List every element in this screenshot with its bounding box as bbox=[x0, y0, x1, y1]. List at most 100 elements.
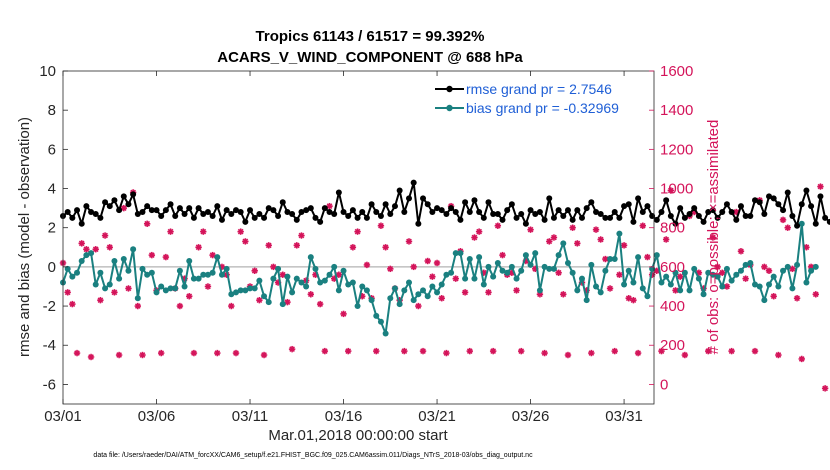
obs-count-point bbox=[260, 351, 268, 359]
obs-count-stroke bbox=[593, 226, 599, 233]
obs-count-point bbox=[803, 244, 810, 251]
obs-count-point bbox=[232, 349, 240, 357]
y-tick-label-right: 400 bbox=[660, 298, 685, 315]
rmse-point bbox=[284, 209, 291, 216]
obs-count-point bbox=[69, 300, 76, 308]
obs-count-point bbox=[709, 234, 717, 241]
rmse-point bbox=[321, 205, 328, 212]
obs-count-stroke bbox=[434, 260, 440, 266]
rmse-point bbox=[480, 214, 487, 221]
obs-count-point bbox=[527, 226, 534, 233]
obs-count-point bbox=[569, 224, 576, 231]
rmse-point bbox=[298, 209, 305, 216]
bias-point bbox=[803, 279, 810, 286]
obs-count-point bbox=[87, 353, 95, 361]
obs-count-point bbox=[513, 287, 520, 294]
obs-count-stroke bbox=[261, 352, 267, 358]
bias-point bbox=[251, 285, 258, 292]
rmse-point bbox=[457, 216, 464, 223]
rmse-point bbox=[261, 214, 268, 221]
obs-count-point bbox=[419, 347, 427, 355]
rmse-point bbox=[822, 214, 829, 221]
obs-count-stroke bbox=[279, 271, 286, 278]
obs-count-stroke bbox=[546, 238, 553, 245]
bias-point bbox=[560, 240, 567, 247]
bias-point bbox=[64, 265, 71, 272]
data-file-footer: data file: /Users/raeder/DAI/ATM_forcXX/… bbox=[93, 452, 533, 459]
obs-count-stroke bbox=[78, 240, 85, 247]
bias-point bbox=[443, 271, 450, 278]
obs-count-point bbox=[719, 269, 726, 276]
obs-count-stroke bbox=[88, 354, 94, 360]
obs-count-point bbox=[560, 291, 567, 298]
obs-count-point bbox=[401, 347, 408, 355]
rmse-point bbox=[621, 203, 628, 210]
bias-point bbox=[78, 258, 85, 265]
rmse-point bbox=[607, 214, 614, 221]
bias-point bbox=[695, 275, 702, 282]
obs-count-point bbox=[728, 347, 735, 355]
obs-count-stroke bbox=[382, 244, 389, 251]
rmse-point bbox=[448, 205, 455, 212]
rmse-point bbox=[499, 216, 506, 223]
bias-point bbox=[766, 281, 773, 288]
rmse-point bbox=[766, 193, 773, 200]
rmse-point bbox=[770, 195, 777, 202]
obs-count-point bbox=[410, 263, 417, 271]
obs-count-stroke bbox=[420, 348, 426, 354]
rmse-point bbox=[162, 207, 169, 214]
obs-count-point bbox=[821, 385, 829, 392]
obs-count-stroke bbox=[116, 352, 122, 358]
rmse-point bbox=[574, 207, 581, 214]
bias-point bbox=[92, 281, 99, 288]
obs-count-stroke bbox=[139, 352, 146, 358]
obs-count-stroke bbox=[364, 262, 370, 268]
rmse-point bbox=[326, 209, 333, 216]
y-tick-label-left: 10 bbox=[39, 63, 56, 80]
bias-point bbox=[270, 275, 277, 282]
rmse-point bbox=[691, 205, 698, 212]
rmse-point bbox=[120, 193, 127, 200]
rmse-point bbox=[158, 212, 165, 219]
obs-count-point bbox=[714, 263, 721, 271]
bias-point bbox=[420, 287, 427, 294]
obs-count-stroke bbox=[74, 350, 80, 356]
obs-count-point bbox=[798, 355, 805, 363]
obs-count-point bbox=[134, 302, 142, 310]
obs-count-stroke bbox=[719, 269, 726, 276]
bias-point bbox=[298, 279, 305, 286]
obs-count-stroke bbox=[69, 301, 76, 307]
obs-count-stroke bbox=[466, 348, 473, 354]
rmse-point bbox=[190, 214, 197, 221]
rmse-point bbox=[125, 201, 132, 208]
obs-count-stroke bbox=[728, 348, 735, 354]
rmse-point bbox=[644, 203, 651, 210]
bias-point bbox=[335, 287, 342, 294]
rmse-point bbox=[476, 209, 483, 216]
bias-point bbox=[583, 297, 590, 304]
obs-count-stroke bbox=[195, 244, 202, 251]
rmse-point bbox=[672, 220, 679, 227]
tick-layer: 03/01 03/06 03/11 03/16 03/21 03/26 03/31 -6 -4 -… bbox=[39, 63, 693, 425]
bias-point bbox=[794, 261, 801, 268]
obs-count-point bbox=[793, 295, 801, 302]
rmse-point bbox=[780, 207, 787, 214]
bias-point bbox=[204, 271, 211, 278]
obs-count-stroke bbox=[452, 275, 459, 282]
rmse-point bbox=[429, 209, 436, 216]
rmse-point bbox=[560, 212, 567, 219]
bias-point bbox=[775, 283, 782, 290]
obs-count-stroke bbox=[242, 238, 249, 245]
rmse-point bbox=[578, 214, 585, 221]
obs-count-point bbox=[307, 291, 315, 298]
bias-point bbox=[719, 283, 726, 290]
x-tick-label: 03/11 bbox=[232, 408, 268, 425]
bias-point bbox=[700, 291, 707, 298]
bias-point bbox=[293, 275, 300, 282]
obs-count-stroke bbox=[485, 289, 492, 296]
obs-count-stroke bbox=[265, 242, 272, 249]
obs-count-point bbox=[373, 347, 380, 355]
bias-point bbox=[303, 283, 310, 290]
rmse-point bbox=[167, 201, 174, 208]
bias-point bbox=[522, 252, 529, 259]
